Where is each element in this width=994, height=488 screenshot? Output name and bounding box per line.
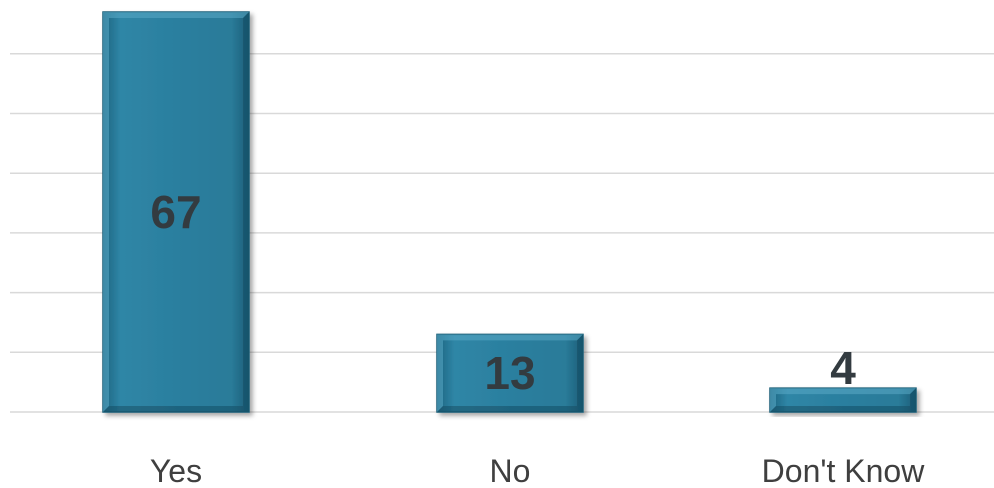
bar-bevel-shadow [770, 388, 916, 412]
bars [102, 11, 917, 413]
category-label-don-t-know: Don't Know [762, 453, 926, 488]
category-label-yes: Yes [150, 453, 202, 488]
bar-no [436, 333, 584, 413]
value-labels: 67 13 4 [150, 186, 856, 399]
bar-don-t-know [769, 387, 917, 413]
value-label-don-t-know: 4 [830, 342, 856, 394]
category-label-no: No [490, 453, 531, 488]
bar-face [436, 333, 584, 413]
bar-yes [102, 11, 250, 413]
category-labels: Yes No Don't Know [150, 453, 925, 488]
bar-bevel-highlight [770, 388, 916, 412]
value-label-no: 13 [484, 347, 535, 399]
value-label-yes: 67 [150, 186, 201, 238]
